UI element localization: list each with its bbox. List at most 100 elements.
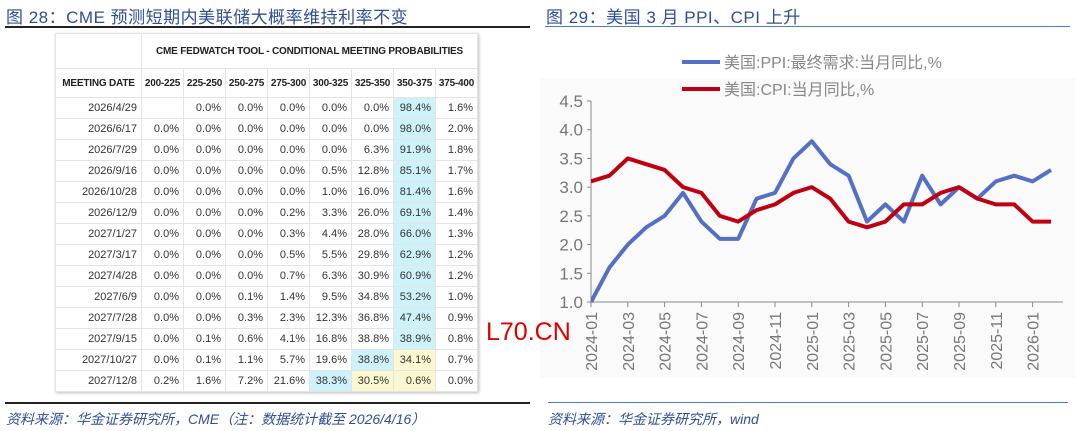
probability-cell: 30.5% bbox=[351, 370, 394, 392]
probability-cell: 0.0% bbox=[225, 118, 268, 140]
probability-cell: 5.7% bbox=[267, 349, 310, 371]
probability-cell: 26.0% bbox=[351, 202, 394, 224]
y-tick-label: 1.0 bbox=[559, 293, 583, 312]
probability-cell: 0.0% bbox=[183, 307, 226, 329]
probability-cell: 1.2% bbox=[435, 244, 478, 266]
left-figure-title: 图 28：CME 预测短期内美联储大概率维持利率不变 bbox=[6, 8, 409, 27]
meeting-date-cell: 2027/7/28 bbox=[55, 307, 142, 329]
column-header-range: 375-400 bbox=[435, 68, 478, 98]
probability-cell: 0.0% bbox=[141, 307, 184, 329]
right-title-rule bbox=[545, 26, 1070, 27]
probability-cell: 38.9% bbox=[393, 328, 436, 350]
probability-cell: 0.0% bbox=[267, 181, 310, 203]
table-row: 2027/9/15 0.0% 0.1% 0.6% 4.1% 16.8% 38.8% 38.9%… bbox=[55, 328, 478, 350]
y-tick-label: 1.5 bbox=[559, 264, 583, 283]
plot-background bbox=[540, 78, 1075, 378]
column-header-range: 350-375 bbox=[393, 68, 436, 98]
table-row: 2027/4/28 0.0% 0.0% 0.0% 0.7% 6.3% 30.9% 60.9% 1… bbox=[55, 265, 478, 287]
legend-label: 美国:PPI:最终需求:当月同比,% bbox=[724, 54, 942, 72]
probability-cell: 34.1% bbox=[393, 349, 436, 371]
meeting-date-cell: 2026/6/17 bbox=[55, 118, 142, 140]
probability-cell: 0.0% bbox=[183, 265, 226, 287]
table-row: 2026/10/28 0.0% 0.0% 0.0% 0.0% 1.0% 16.0% 81.4%… bbox=[55, 181, 478, 203]
legend-label: 美国:CPI:当月同比,% bbox=[724, 81, 874, 99]
probability-cell: 1.2% bbox=[435, 265, 478, 287]
x-tick-label: 2026-01 bbox=[1026, 312, 1043, 371]
probability-cell: 0.9% bbox=[435, 307, 478, 329]
probability-cell: 0.1% bbox=[183, 328, 226, 350]
table-row: 2027/7/28 0.0% 0.0% 0.3% 2.3% 12.3% 36.8% 47.4%… bbox=[55, 307, 478, 329]
table-row: 2026/6/17 0.0% 0.0% 0.0% 0.0% 0.0% 0.0% 98.0% 2.… bbox=[55, 118, 478, 140]
y-tick-label: 3.5 bbox=[559, 149, 583, 168]
column-header-range: 325-350 bbox=[351, 68, 394, 98]
probability-cell: 19.6% bbox=[309, 349, 352, 371]
x-tick-label: 2025-01 bbox=[805, 312, 822, 371]
probability-cell: 1.1% bbox=[225, 349, 268, 371]
probability-cell: 1.0% bbox=[435, 286, 478, 308]
meeting-date-cell: 2026/4/29 bbox=[55, 97, 142, 119]
series-line-cpi bbox=[591, 156, 1051, 230]
probability-cell: 0.2% bbox=[141, 370, 184, 392]
x-tick-label: 2024-07 bbox=[694, 312, 711, 371]
probability-cell: 91.9% bbox=[393, 139, 436, 161]
right-figure-title: 图 29：美国 3 月 PPI、CPI 上升 bbox=[546, 8, 801, 27]
x-tick-label: 2025-05 bbox=[878, 312, 895, 371]
probability-cell: 0.6% bbox=[225, 328, 268, 350]
x-tick-label: 2025-09 bbox=[952, 312, 969, 371]
probability-cell: 98.0% bbox=[393, 118, 436, 140]
column-header-range: 250-275 bbox=[225, 68, 268, 98]
meeting-date-cell: 2027/9/15 bbox=[55, 328, 142, 350]
probability-cell: 53.2% bbox=[393, 286, 436, 308]
probability-cell: 0.5% bbox=[267, 244, 310, 266]
table-title: CME FEDWATCH TOOL - CONDITIONAL MEETING … bbox=[141, 33, 478, 69]
meeting-date-cell: 2027/12/8 bbox=[55, 370, 142, 392]
probability-cell: 38.8% bbox=[351, 328, 394, 350]
probability-cell bbox=[141, 97, 184, 119]
left-source: 资料来源：华金证券研究所，CME（注：数据统计截至 2026/4/16） bbox=[6, 411, 426, 427]
y-tick-label: 2.0 bbox=[559, 236, 583, 255]
probability-cell: 1.4% bbox=[267, 286, 310, 308]
x-tick-label: 2025-11 bbox=[989, 312, 1006, 370]
probability-cell: 28.0% bbox=[351, 223, 394, 245]
probability-cell: 98.4% bbox=[393, 97, 436, 119]
probability-cell: 30.9% bbox=[351, 265, 394, 287]
probability-cell: 0.0% bbox=[141, 160, 184, 182]
x-tick-label: 2024-01 bbox=[584, 312, 601, 371]
table-row: 2026/7/29 0.0% 0.0% 0.0% 0.0% 0.0% 6.3% 91.9% 1.… bbox=[55, 139, 478, 161]
probability-cell: 0.2% bbox=[267, 202, 310, 224]
probability-cell: 81.4% bbox=[393, 181, 436, 203]
probability-cell: 0.0% bbox=[183, 181, 226, 203]
probability-cell: 0.0% bbox=[267, 139, 310, 161]
column-header-range: 225-250 bbox=[183, 68, 226, 98]
probability-cell: 36.8% bbox=[351, 307, 394, 329]
meeting-date-cell: 2027/10/27 bbox=[55, 349, 142, 371]
probability-cell: 0.1% bbox=[225, 286, 268, 308]
probability-cell: 0.0% bbox=[141, 265, 184, 287]
meeting-date-cell: 2026/7/29 bbox=[55, 139, 142, 161]
probability-cell: 62.9% bbox=[393, 244, 436, 266]
right-bottom-rule bbox=[548, 402, 1068, 403]
probability-cell: 12.3% bbox=[309, 307, 352, 329]
x-tick-label: 2025-07 bbox=[915, 312, 932, 371]
probability-cell: 0.0% bbox=[141, 181, 184, 203]
probability-cell: 29.8% bbox=[351, 244, 394, 266]
probability-cell: 1.6% bbox=[435, 97, 478, 119]
probability-cell: 0.0% bbox=[141, 286, 184, 308]
probability-cell: 0.0% bbox=[141, 328, 184, 350]
probability-cell: 0.0% bbox=[435, 370, 478, 392]
probability-cell: 1.3% bbox=[435, 223, 478, 245]
probability-cell: 0.8% bbox=[435, 328, 478, 350]
y-tick-label: 2.5 bbox=[559, 207, 583, 226]
probability-cell: 0.0% bbox=[225, 265, 268, 287]
probability-cell: 0.0% bbox=[141, 139, 184, 161]
probability-cell: 0.0% bbox=[351, 118, 394, 140]
probability-cell: 60.9% bbox=[393, 265, 436, 287]
probability-cell: 0.0% bbox=[141, 223, 184, 245]
probability-cell: 0.0% bbox=[225, 202, 268, 224]
meeting-date-cell: 2027/1/27 bbox=[55, 223, 142, 245]
probability-cell: 34.8% bbox=[351, 286, 394, 308]
probability-cell: 0.0% bbox=[309, 139, 352, 161]
probability-cell: 0.1% bbox=[183, 349, 226, 371]
probability-cell: 47.4% bbox=[393, 307, 436, 329]
probability-cell: 38.3% bbox=[309, 370, 352, 392]
